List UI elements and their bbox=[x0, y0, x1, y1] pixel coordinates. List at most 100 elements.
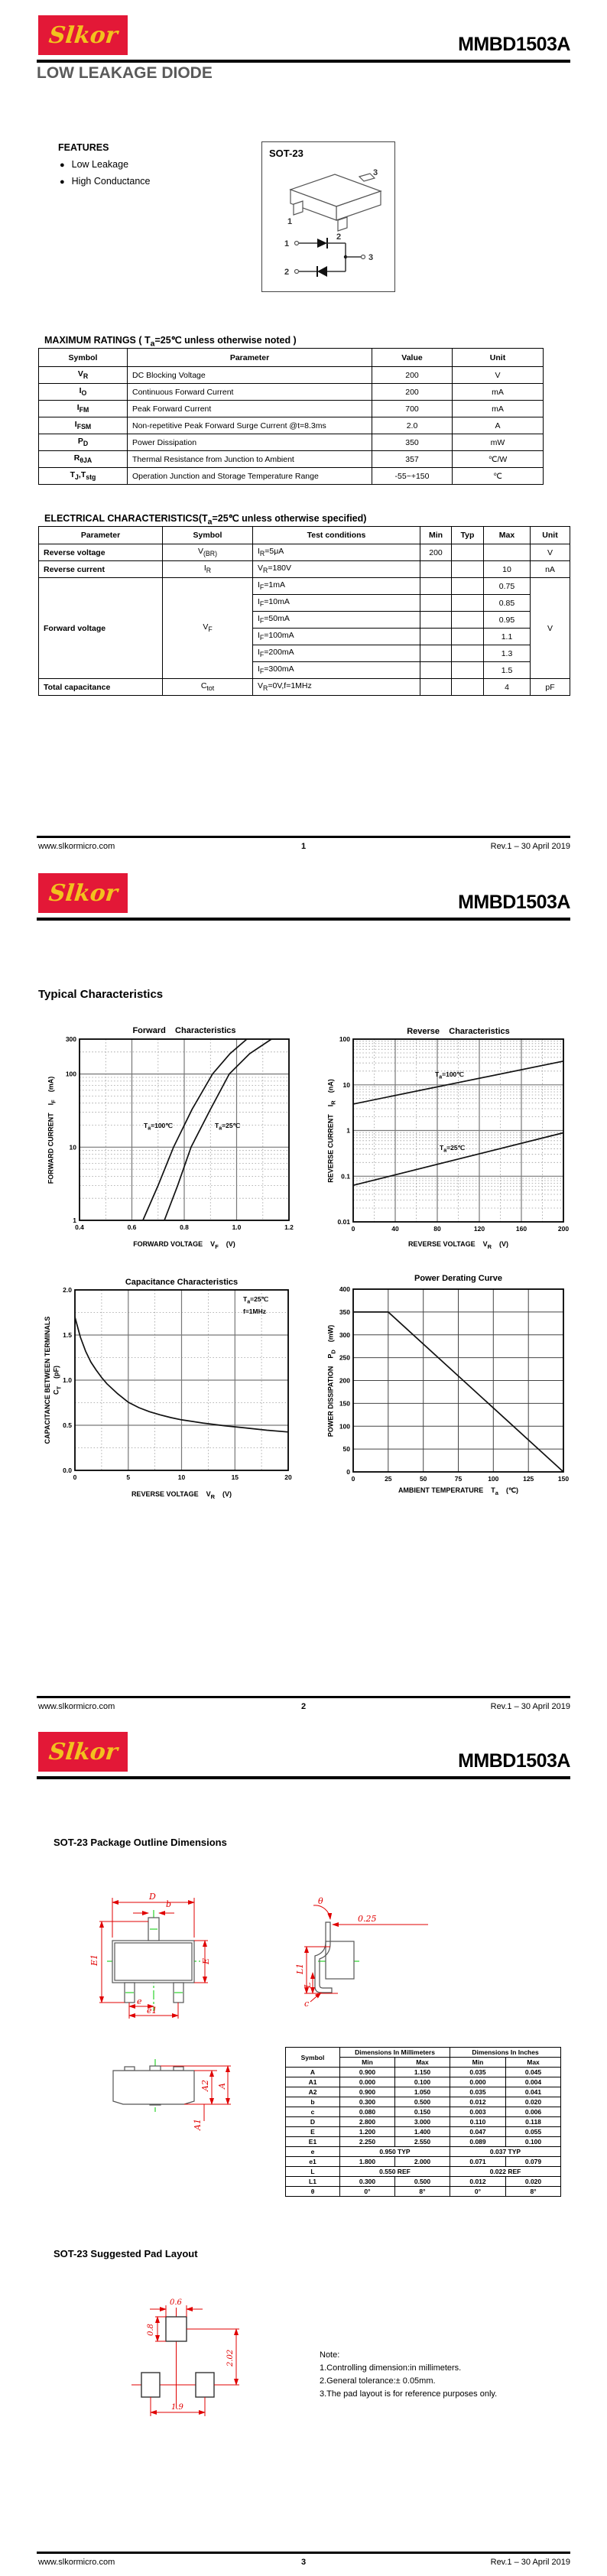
brand-logo-text: Slkor bbox=[47, 879, 119, 907]
footer-site: www.slkormicro.com bbox=[38, 842, 115, 851]
feature-item: ● Low Leakage bbox=[60, 159, 128, 170]
x-axis-label: REVERSE VOLTAGE VR (V) bbox=[407, 1240, 509, 1250]
package-label: SOT-23 bbox=[269, 148, 304, 159]
table-cell: 2.550 bbox=[394, 2136, 450, 2147]
table-cell: V(BR) bbox=[162, 544, 253, 561]
table-cell: mA bbox=[452, 383, 544, 401]
pin1-number: 1 bbox=[287, 217, 292, 226]
table-cell: 3.000 bbox=[394, 2116, 450, 2127]
dim-label-E1: E1 bbox=[89, 1954, 99, 1967]
dim-label-L1: L1 bbox=[295, 1964, 305, 1975]
footer-revision: Rev.1 – 30 April 2019 bbox=[490, 2558, 570, 2567]
table-cell: IF=100mA bbox=[252, 628, 420, 645]
dimensions-table: Symbol Dimensions In Millimeters Dimension… bbox=[285, 2047, 562, 2197]
typical-characteristics-title: Typical Characteristics bbox=[38, 988, 164, 1001]
svg-text:10: 10 bbox=[178, 1473, 186, 1481]
table-cell: IF=10mA bbox=[252, 594, 420, 612]
table-cell: 0.75 bbox=[483, 577, 531, 595]
svg-text:1.0: 1.0 bbox=[232, 1223, 242, 1231]
features-title: FEATURES bbox=[58, 142, 109, 153]
table-cell: 1.5 bbox=[483, 661, 531, 679]
table-cell: PD bbox=[38, 434, 128, 451]
electrical-table: Parameter Symbol Test conditions Min Typ Max U… bbox=[38, 526, 570, 696]
reverse-plot-svg: 0.01 0.1 1 10 100 0 40 80 120 160 200 bbox=[337, 1035, 569, 1233]
table-cell bbox=[420, 678, 452, 696]
pkg-pin3-lead bbox=[358, 173, 376, 182]
series-Ta=100C bbox=[352, 1060, 564, 1105]
table-cell: mW bbox=[452, 434, 544, 451]
table-cell: Ctot bbox=[162, 678, 253, 696]
svg-text:1.2: 1.2 bbox=[284, 1223, 294, 1231]
table-cell: 0.900 bbox=[339, 2087, 395, 2097]
series-Ta=100C bbox=[142, 1038, 248, 1221]
table-cell: nA bbox=[530, 560, 570, 578]
chart-title: Power Derating Curve bbox=[414, 1274, 502, 1283]
table-cell: Total capacitance bbox=[38, 678, 163, 696]
table-cell: Parameter bbox=[127, 348, 372, 367]
chart-title: Reverse Characteristics bbox=[407, 1027, 510, 1036]
table-cell: 0.047 bbox=[450, 2126, 506, 2137]
chart-annotation: Ta=25℃ bbox=[243, 1295, 269, 1305]
dim-leader-c bbox=[310, 1992, 322, 2003]
table-cell bbox=[420, 577, 452, 595]
table-cell bbox=[420, 611, 452, 629]
note-line: 2.General tolerance:± 0.05mm. bbox=[320, 2376, 436, 2386]
svg-text:0.6: 0.6 bbox=[128, 1223, 137, 1231]
svg-text:350: 350 bbox=[339, 1308, 350, 1316]
table-cell: 0.300 bbox=[339, 2097, 395, 2107]
table-cell: V bbox=[530, 544, 570, 561]
table-cell: 0.035 bbox=[450, 2067, 506, 2077]
svg-text:50: 50 bbox=[343, 1445, 351, 1453]
svg-text:120: 120 bbox=[474, 1225, 485, 1233]
forward-characteristics-chart: 1 10 100 300 0.4 0.6 0.8 1.0 1.2 Forward Characte… bbox=[42, 1023, 306, 1252]
table-cell: 0.055 bbox=[505, 2126, 562, 2137]
table-cell: 0.118 bbox=[505, 2116, 562, 2127]
series-Ta=25C bbox=[352, 1132, 564, 1187]
svg-text:0: 0 bbox=[346, 1468, 350, 1476]
schematic-pin1-label: 1 bbox=[284, 239, 289, 249]
electrical-title: ELECTRICAL CHARACTERISTICS(Ta=25℃ unless… bbox=[44, 513, 367, 527]
table-cell: E1 bbox=[285, 2136, 340, 2147]
schematic-pin2-terminal bbox=[294, 268, 300, 274]
table-cell: Test conditions bbox=[252, 526, 420, 544]
table-cell: Reverse voltage bbox=[38, 544, 163, 561]
dim-label-e1: e1 bbox=[147, 2006, 157, 2016]
table-cell: Max bbox=[394, 2057, 450, 2068]
x-axis-label: AMBIENT TEMPERATURE Ta (℃) bbox=[398, 1486, 519, 1496]
table-cell bbox=[451, 661, 484, 679]
table-cell bbox=[451, 645, 484, 662]
svg-text:1.0: 1.0 bbox=[63, 1376, 72, 1384]
chart-annotation: Ta=25℃ bbox=[440, 1144, 466, 1154]
table-cell: 350 bbox=[372, 434, 453, 451]
dim-label-A: A bbox=[217, 2083, 227, 2090]
table-cell: Max bbox=[505, 2057, 562, 2068]
table-cell: 8° bbox=[394, 2186, 450, 2197]
footer-page-number: 2 bbox=[300, 1702, 307, 1711]
theta-arc bbox=[313, 1905, 333, 1920]
svg-text:0.0: 0.0 bbox=[63, 1467, 72, 1474]
dim-label-A2: A2 bbox=[200, 2080, 210, 2092]
table-cell: Min bbox=[450, 2057, 506, 2068]
table-cell bbox=[420, 628, 452, 645]
dim-label-b: b bbox=[166, 1899, 171, 1909]
max-ratings-title: MAXIMUM RATINGS ( Ta=25℃ unless otherwis… bbox=[44, 335, 297, 349]
table-cell bbox=[451, 628, 484, 645]
svg-text:100: 100 bbox=[488, 1475, 498, 1483]
table-cell bbox=[420, 594, 452, 612]
y-axis-label: REVERSE CURRENT IR (nA) bbox=[326, 1079, 337, 1183]
table-cell: Symbol bbox=[285, 2047, 340, 2068]
table-cell bbox=[483, 544, 531, 561]
table-cell: Reverse current bbox=[38, 560, 163, 578]
table-cell: L bbox=[285, 2166, 340, 2177]
svg-text:0.8: 0.8 bbox=[180, 1223, 189, 1231]
table-cell: 0.100 bbox=[505, 2136, 562, 2147]
table-cell bbox=[420, 560, 452, 578]
table-cell: Thermal Resistance from Junction to Ambi… bbox=[127, 450, 372, 468]
series-Ta=25C bbox=[164, 1038, 272, 1221]
table-cell: Dimensions In Millimeters bbox=[339, 2047, 450, 2058]
table-cell: 2.0 bbox=[372, 417, 453, 434]
header-rule bbox=[37, 60, 570, 63]
table-cell: 1.3 bbox=[483, 645, 531, 662]
capacitance-plot-svg: 0.0 0.5 1.0 1.5 2.0 0 5 10 15 20 bbox=[63, 1286, 292, 1481]
table-cell: Typ bbox=[451, 526, 484, 544]
